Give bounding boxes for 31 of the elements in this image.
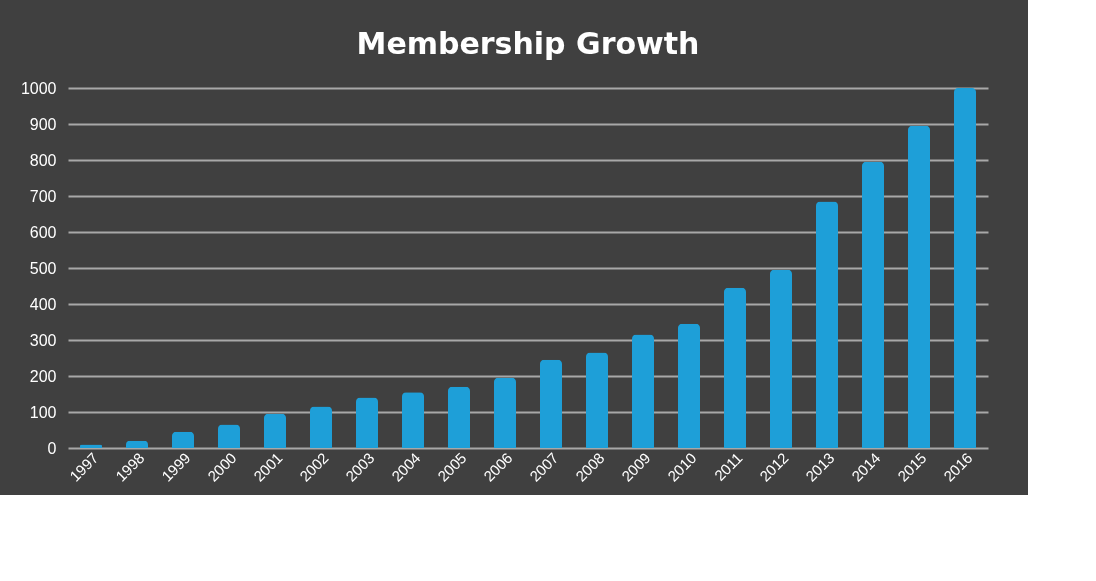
- y-tick-label: 700: [29, 187, 57, 205]
- bar: [172, 431, 194, 448]
- bar: [402, 392, 424, 448]
- y-tick-label: 900: [29, 115, 57, 133]
- bar: [218, 424, 240, 448]
- bar: [264, 413, 286, 448]
- bar: [724, 287, 746, 448]
- bar: [954, 88, 976, 448]
- y-tick-label: 500: [29, 259, 57, 277]
- bar: [310, 406, 332, 448]
- y-tick-label: 0: [47, 439, 57, 457]
- y-tick-label: 300: [29, 331, 57, 349]
- bar: [494, 377, 516, 448]
- chart-title: Membership Growth: [356, 26, 700, 61]
- y-tick-label: 800: [29, 151, 57, 169]
- bar: [448, 386, 470, 448]
- y-tick-label: 400: [29, 295, 57, 313]
- bar: [632, 334, 654, 448]
- y-tick-label: 200: [29, 367, 57, 385]
- bar: [586, 352, 608, 448]
- y-tick-label: 1000: [20, 79, 57, 97]
- bar: [678, 323, 700, 448]
- bar: [816, 201, 838, 448]
- bar: [862, 161, 884, 448]
- bar: [540, 359, 562, 448]
- bar: [770, 269, 792, 448]
- y-tick-label: 600: [29, 223, 57, 241]
- bar: [126, 440, 148, 448]
- bar: [356, 397, 378, 448]
- bar: [908, 125, 930, 448]
- y-tick-label: 100: [29, 403, 57, 421]
